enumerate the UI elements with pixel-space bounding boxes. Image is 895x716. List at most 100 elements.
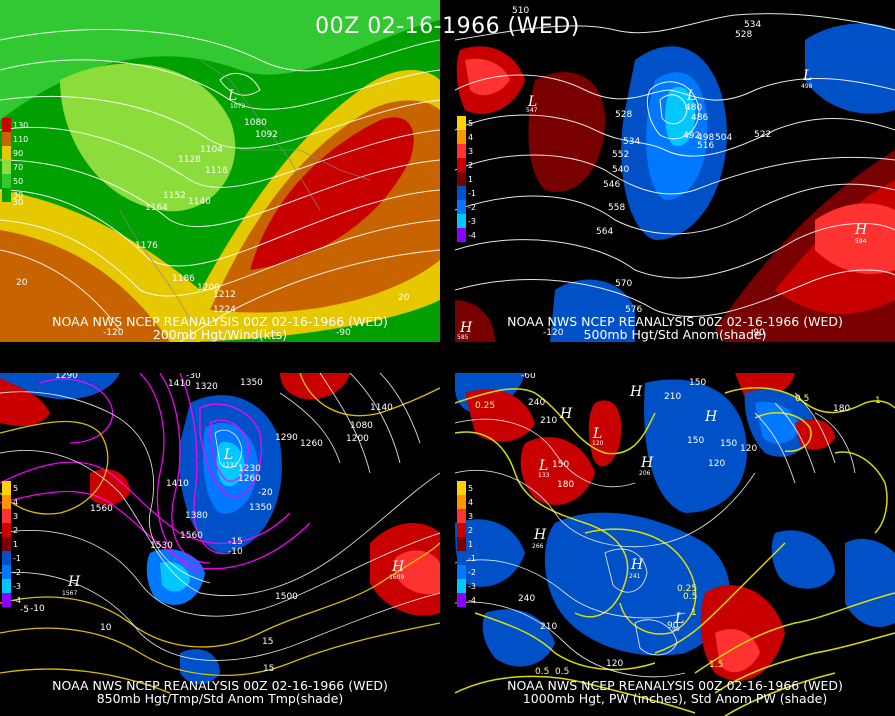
svg-text:30: 30 [12, 198, 24, 208]
legend-swatch [2, 551, 11, 565]
svg-text:H: H [704, 409, 718, 425]
legend-swatch [2, 565, 11, 579]
svg-text:133: 133 [538, 472, 550, 479]
legend-swatch [2, 146, 11, 160]
legend-swatch [457, 495, 466, 509]
legend-swatch [2, 188, 11, 202]
svg-text:1230: 1230 [238, 464, 261, 474]
legend-swatch [2, 132, 11, 146]
map-200mb: L 1072 1080 1092 1104 1116 1128 1140 115… [0, 0, 440, 342]
svg-text:1186: 1186 [172, 274, 195, 284]
legend-swatch [2, 495, 11, 509]
svg-text:241: 241 [629, 573, 641, 580]
svg-text:1350: 1350 [240, 378, 263, 388]
svg-text:L: L [538, 458, 548, 474]
panel-850mb-map[interactable]: H 1567 H 1609 L 1232 1290 1320 1410 1350… [0, 373, 440, 716]
svg-text:540: 540 [612, 165, 629, 175]
svg-text:516: 516 [697, 141, 714, 151]
svg-text:120: 120 [708, 459, 725, 469]
svg-text:498: 498 [801, 83, 813, 90]
svg-text:0.5: 0.5 [683, 592, 697, 602]
legend-swatch [457, 172, 466, 186]
legend-swatch [2, 579, 11, 593]
legend-swatch [457, 228, 466, 242]
svg-text:1560: 1560 [180, 531, 203, 541]
panel-200mb-map[interactable]: L 1072 1080 1092 1104 1116 1128 1140 115… [0, 0, 440, 342]
svg-text:0.25: 0.25 [475, 401, 495, 411]
svg-text:552: 552 [612, 150, 629, 160]
legend-swatch [457, 186, 466, 200]
svg-text:1212: 1212 [213, 290, 236, 300]
svg-text:98: 98 [672, 626, 680, 633]
svg-text:L: L [227, 88, 237, 104]
legend-swatch [457, 144, 466, 158]
svg-text:1140: 1140 [188, 197, 211, 207]
legend-swatch [457, 523, 466, 537]
svg-text:210: 210 [540, 622, 557, 632]
svg-text:206: 206 [639, 470, 651, 477]
panel-500mb-map[interactable]: L 547 L L 498 H 594 H 585 510 534 528 48… [455, 0, 895, 342]
svg-text:1128: 1128 [178, 155, 201, 165]
map-500mb: L 547 L L 498 H 594 H 585 510 534 528 48… [455, 0, 895, 342]
svg-text:1080: 1080 [350, 421, 373, 431]
svg-text:1104: 1104 [200, 145, 223, 155]
svg-text:558: 558 [608, 203, 625, 213]
svg-text:L: L [802, 68, 812, 84]
panel-1000mb-map[interactable]: H H L 133 L 120 H 206 H 266 H 241 H L 98… [455, 373, 895, 716]
svg-text:150: 150 [689, 378, 706, 388]
svg-text:20: 20 [16, 278, 28, 288]
svg-text:1260: 1260 [238, 474, 261, 484]
svg-text:150: 150 [687, 436, 704, 446]
svg-text:10: 10 [100, 623, 112, 633]
legend-swatch [457, 200, 466, 214]
legend-swatch [2, 481, 11, 495]
svg-text:240: 240 [528, 398, 545, 408]
svg-text:90: 90 [667, 621, 679, 631]
svg-text:240: 240 [518, 594, 535, 604]
svg-text:L: L [592, 426, 602, 442]
svg-text:120: 120 [606, 659, 623, 669]
svg-text:L: L [686, 88, 696, 104]
legend-swatch [457, 158, 466, 172]
svg-text:H: H [559, 406, 573, 422]
anomaly-legend: 5 4 3 2 1 -1 -2 -3 -4 [2, 481, 21, 607]
svg-text:120: 120 [740, 444, 757, 454]
svg-text:498: 498 [697, 133, 714, 143]
map-850mb: H 1567 H 1609 L 1232 1290 1320 1410 1350… [0, 373, 440, 716]
svg-text:H: H [629, 384, 643, 400]
svg-text:-20: -20 [258, 488, 273, 498]
svg-text:1200: 1200 [346, 434, 369, 444]
legend-swatch [457, 593, 466, 607]
svg-text:547: 547 [526, 107, 538, 114]
svg-text:534: 534 [744, 20, 761, 30]
svg-text:1: 1 [691, 608, 697, 618]
svg-text:1500: 1500 [275, 592, 298, 602]
legend-swatch [2, 537, 11, 551]
svg-text:15: 15 [262, 637, 273, 647]
legend-swatch [2, 174, 11, 188]
svg-text:-90: -90 [750, 328, 765, 338]
legend-swatch [457, 579, 466, 593]
svg-text:H: H [67, 574, 81, 590]
svg-text:564: 564 [596, 227, 613, 237]
svg-text:L: L [223, 447, 233, 463]
svg-text:H: H [391, 559, 405, 575]
svg-text:H: H [630, 557, 644, 573]
svg-text:0.5: 0.5 [555, 667, 569, 677]
svg-text:1410: 1410 [166, 479, 189, 489]
svg-text:-120: -120 [543, 328, 564, 338]
svg-text:534: 534 [623, 137, 640, 147]
svg-text:1.5: 1.5 [709, 660, 723, 670]
svg-text:1260: 1260 [300, 439, 323, 449]
svg-text:486: 486 [691, 113, 708, 123]
legend-swatch [457, 565, 466, 579]
svg-text:1116: 1116 [205, 166, 228, 176]
svg-text:1200: 1200 [197, 283, 220, 293]
svg-text:L: L [674, 611, 684, 627]
svg-text:504: 504 [715, 133, 732, 143]
legend-swatch [457, 481, 466, 495]
svg-text:1410: 1410 [168, 379, 191, 389]
svg-text:546: 546 [603, 180, 620, 190]
svg-text:528: 528 [615, 110, 632, 120]
svg-text:1567: 1567 [62, 590, 77, 597]
